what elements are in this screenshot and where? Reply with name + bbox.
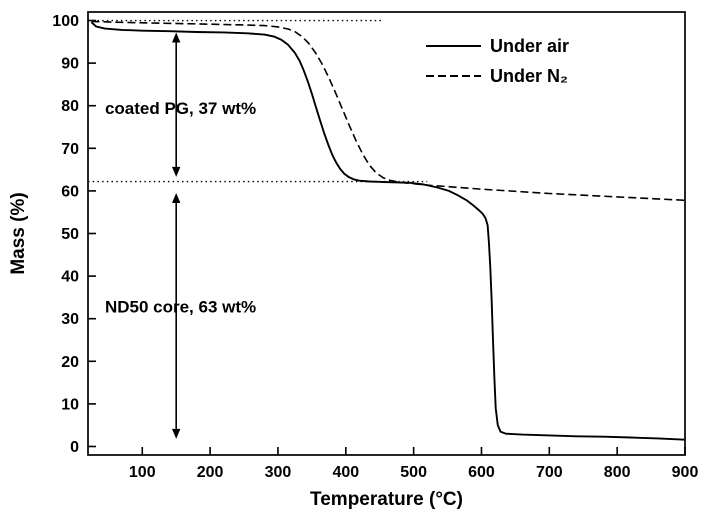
y-tick-label: 50: [61, 226, 79, 243]
arrowhead-up-icon: [171, 193, 181, 204]
arrowhead-up-icon: [171, 32, 181, 43]
series-under-n2: [91, 20, 686, 202]
y-axis-title: Mass (%): [8, 192, 29, 274]
series-under-air: [90, 21, 686, 441]
y-tick-label: 40: [61, 269, 79, 286]
x-tick-label: 600: [468, 464, 495, 481]
y-tick-label: 0: [70, 439, 79, 456]
x-tick-label: 800: [604, 464, 631, 481]
x-tick-label: 200: [197, 464, 224, 481]
y-tick-label: 20: [61, 354, 79, 371]
annotation-text: ND50 core, 63 wt%: [105, 297, 256, 316]
y-tick-label: 10: [61, 396, 79, 413]
x-tick-label: 100: [129, 464, 156, 481]
y-tick-label: 80: [61, 98, 79, 115]
x-tick-label: 700: [536, 464, 563, 481]
y-tick-label: 30: [61, 311, 79, 328]
x-tick-label: 900: [672, 464, 699, 481]
y-tick-label: 60: [61, 183, 79, 200]
y-tick-label: 100: [52, 13, 79, 30]
x-axis-title: Temperature (°C): [310, 489, 463, 510]
x-tick-label: 500: [400, 464, 427, 481]
arrowhead-down-icon: [171, 166, 181, 177]
x-tick-label: 300: [265, 464, 292, 481]
legend-label: Under air: [490, 36, 569, 56]
plot-frame: [87, 11, 686, 456]
annotation-text: coated PG, 37 wt%: [105, 99, 256, 118]
arrowhead-down-icon: [171, 428, 181, 439]
legend-label: Under N₂: [490, 66, 568, 86]
x-tick-label: 400: [332, 464, 359, 481]
y-tick-label: 70: [61, 141, 79, 158]
y-tick-label: 90: [61, 56, 79, 73]
